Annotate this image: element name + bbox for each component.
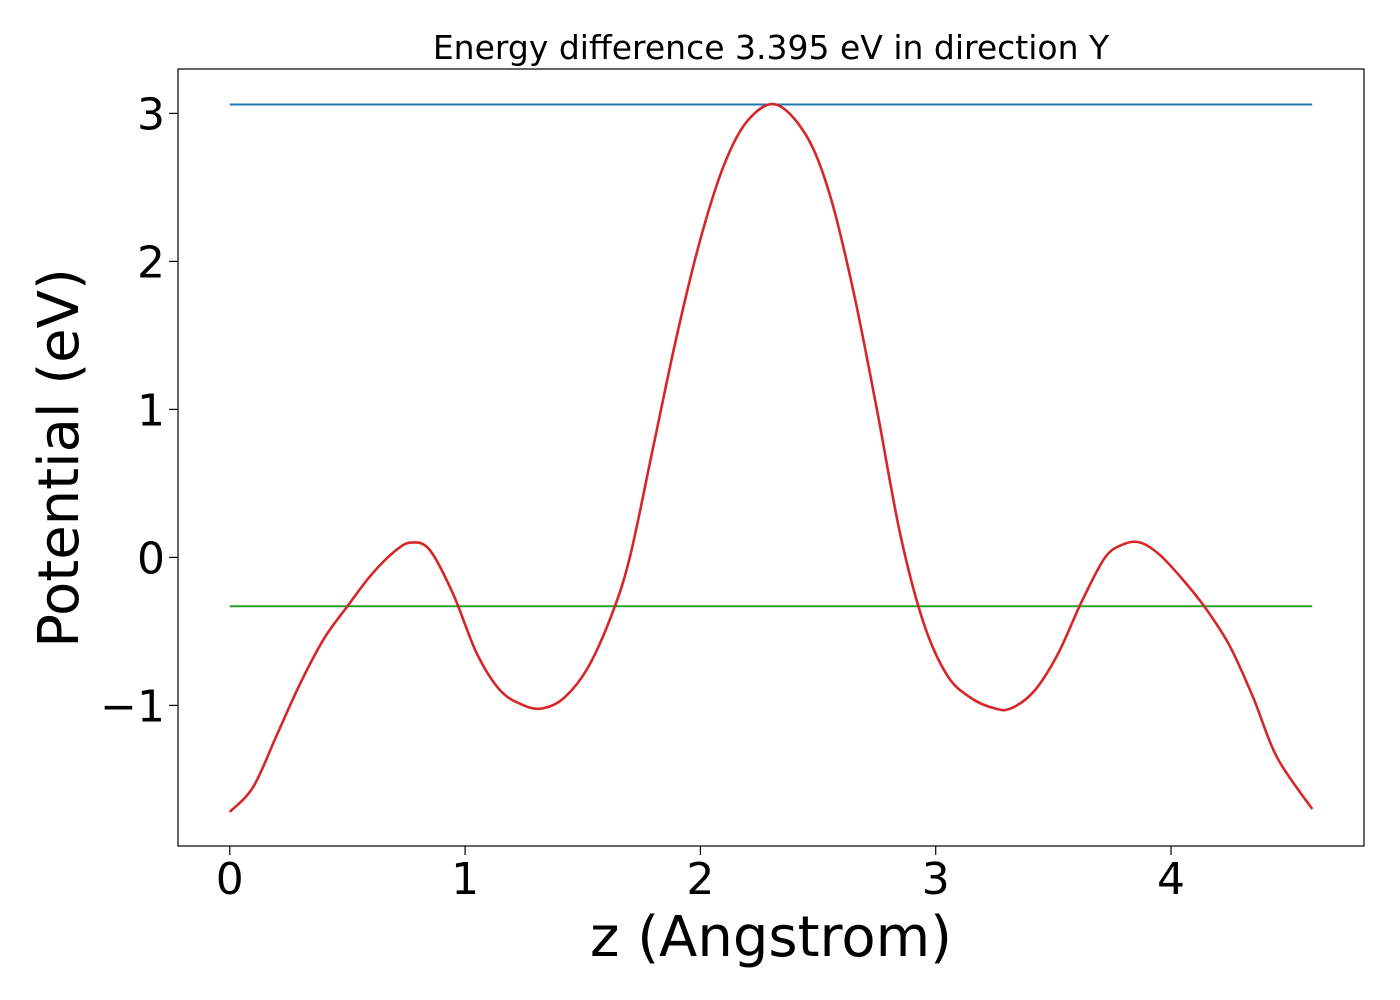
y-tick-label: 0	[137, 533, 165, 584]
x-axis-label: z (Angstrom)	[590, 905, 952, 970]
x-tick-label: 4	[1157, 854, 1185, 905]
x-tick-label: 1	[451, 854, 479, 905]
y-tick-label: 3	[137, 89, 165, 140]
x-tick-label: 0	[216, 854, 244, 905]
y-tick-label: 2	[137, 237, 165, 288]
plot-area	[228, 102, 1314, 813]
potential-series-line	[228, 102, 1314, 813]
y-axis-label: Potential (eV)	[27, 268, 92, 648]
y-tick-label: −1	[100, 681, 165, 732]
x-tick-label: 3	[922, 854, 950, 905]
chart-title: Energy difference 3.395 eV in direction …	[433, 28, 1110, 67]
plot-frame	[177, 68, 1365, 847]
axis-ticks: 0 1 2 3 4 −1 0 1 2 3	[100, 89, 1185, 905]
y-tick-label: 1	[137, 385, 165, 436]
x-tick-label: 2	[686, 854, 714, 905]
